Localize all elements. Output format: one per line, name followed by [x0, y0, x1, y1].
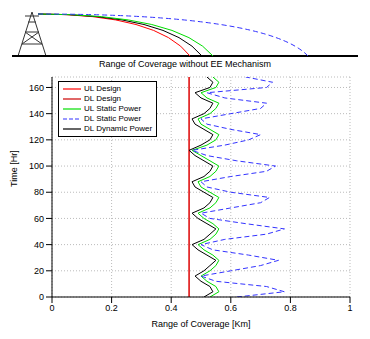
svg-text:0.6: 0.6 — [225, 303, 238, 313]
svg-text:1: 1 — [347, 303, 352, 313]
svg-text:80: 80 — [34, 187, 44, 197]
svg-text:20: 20 — [34, 266, 44, 276]
svg-text:0.2: 0.2 — [105, 303, 118, 313]
html-text:UL Design: UL Design — [84, 84, 122, 93]
svg-text:0.8: 0.8 — [284, 303, 297, 313]
html-text:DL Static Power: DL Static Power — [84, 114, 142, 123]
svg-text:40: 40 — [34, 240, 44, 250]
svg-text:0.4: 0.4 — [165, 303, 178, 313]
svg-text:Time [Hr]: Time [Hr] — [9, 150, 19, 187]
html-text:UL Static Power: UL Static Power — [84, 104, 142, 113]
svg-text:100: 100 — [29, 161, 44, 171]
svg-text:Range of Coverage [Km]: Range of Coverage [Km] — [151, 319, 250, 329]
svg-text:0: 0 — [39, 292, 44, 302]
html-text:DL Dynamic Power: DL Dynamic Power — [84, 124, 153, 133]
html-text:Range of Coverage without EE M: Range of Coverage without EE Mechanism — [99, 59, 271, 69]
svg-text:120: 120 — [29, 135, 44, 145]
svg-text:60: 60 — [34, 214, 44, 224]
html-text:DL Design: DL Design — [84, 94, 122, 103]
svg-text:160: 160 — [29, 83, 44, 93]
svg-text:140: 140 — [29, 109, 44, 119]
svg-text:0: 0 — [49, 303, 54, 313]
